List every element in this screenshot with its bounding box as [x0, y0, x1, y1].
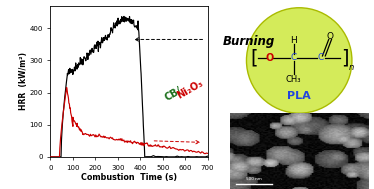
Y-axis label: HRR  (kW/m²): HRR (kW/m²) [19, 52, 28, 110]
Text: C: C [290, 53, 297, 62]
Text: H: H [290, 36, 297, 45]
Text: Burning: Burning [223, 35, 275, 48]
Text: 500 nm: 500 nm [246, 177, 261, 181]
Text: O: O [327, 32, 334, 41]
Circle shape [246, 8, 352, 113]
Text: CB/: CB/ [163, 86, 183, 103]
Text: Ni₂O₃: Ni₂O₃ [175, 78, 205, 101]
Text: CH₃: CH₃ [286, 75, 301, 84]
Text: ]: ] [341, 48, 348, 67]
Text: [: [ [250, 48, 258, 67]
X-axis label: Combustion  Time (s): Combustion Time (s) [81, 173, 177, 182]
Text: C: C [318, 53, 324, 62]
Text: PLA: PLA [287, 91, 311, 101]
Text: n: n [349, 63, 354, 72]
Text: O: O [266, 53, 274, 63]
